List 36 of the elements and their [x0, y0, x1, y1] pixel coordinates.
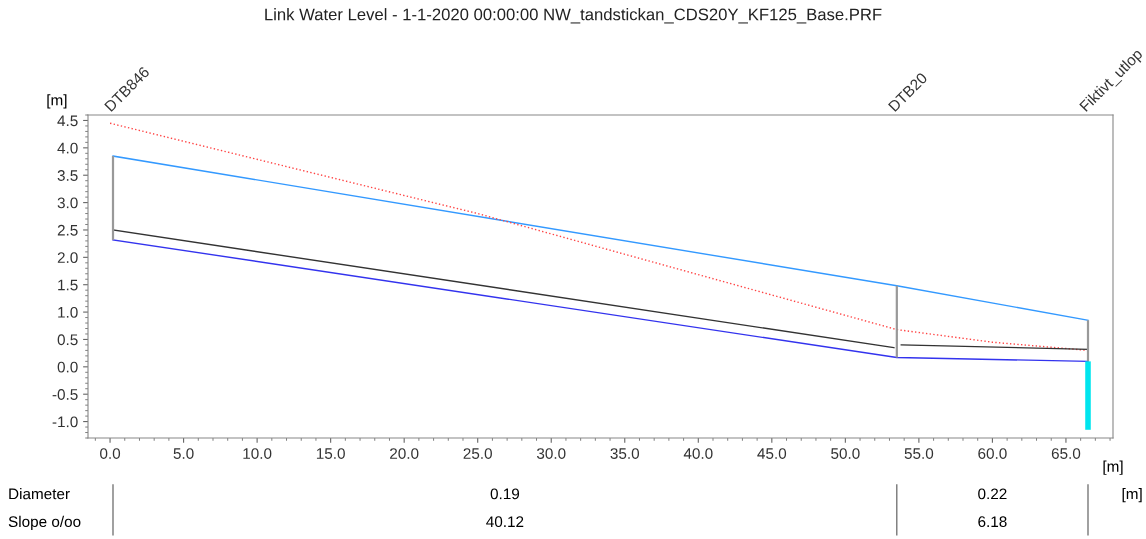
x-tick-label: 10.0 — [243, 448, 272, 459]
x-tick-label: 5.0 — [173, 448, 194, 459]
text: Diameter — [9, 488, 70, 500]
text: [m] — [1122, 488, 1142, 503]
x-tick-label: 60.0 — [978, 448, 1007, 459]
x-tick-label: 15.0 — [316, 448, 345, 459]
x-axis-title: [m] — [1103, 460, 1123, 475]
x-tick-label: 40.0 — [683, 448, 713, 459]
chart-title: Link Water Level - 1-1-2020 00:00:00 NW_tandstickan_CDS20Y_KF125_Base.PRF — [265, 8, 882, 24]
y-tick-label: 1.0 — [58, 306, 78, 318]
x-tick-label: 20.0 — [390, 448, 419, 459]
x-tick-label: 35.0 — [610, 448, 640, 459]
text: Slope o/oo — [8, 515, 81, 531]
y-tick-label: 2.0 — [57, 252, 78, 264]
y-tick-label: -0.5 — [52, 389, 78, 400]
y-axis-title: [m] — [47, 94, 67, 109]
y-tick-label: 3.0 — [57, 197, 78, 209]
x-tick-label: 0.0 — [100, 448, 121, 459]
y-tick-label: 0.0 — [57, 361, 78, 373]
text: 6.18 — [978, 516, 1007, 528]
x-tick-label: 55.0 — [904, 448, 934, 459]
x-tick-label: 25.0 — [463, 448, 492, 459]
x-tick-label: 65.0 — [1051, 448, 1081, 459]
y-tick-label: 3.5 — [57, 170, 78, 181]
text: 0.19 — [490, 488, 520, 500]
y-tick-label: 2.5 — [57, 224, 78, 236]
x-tick-label: 50.0 — [831, 448, 860, 459]
y-tick-label: 1.5 — [58, 279, 78, 291]
y-tick-label: 4.5 — [57, 115, 78, 127]
x-tick-label: 45.0 — [757, 448, 787, 459]
y-tick-label: -1.0 — [52, 416, 78, 428]
y-tick-label: 0.5 — [57, 334, 78, 346]
text: 0.22 — [978, 488, 1007, 500]
y-tick-label: 4.0 — [57, 142, 78, 154]
x-tick-label: 30.0 — [536, 448, 566, 459]
text: 40.12 — [486, 516, 524, 528]
